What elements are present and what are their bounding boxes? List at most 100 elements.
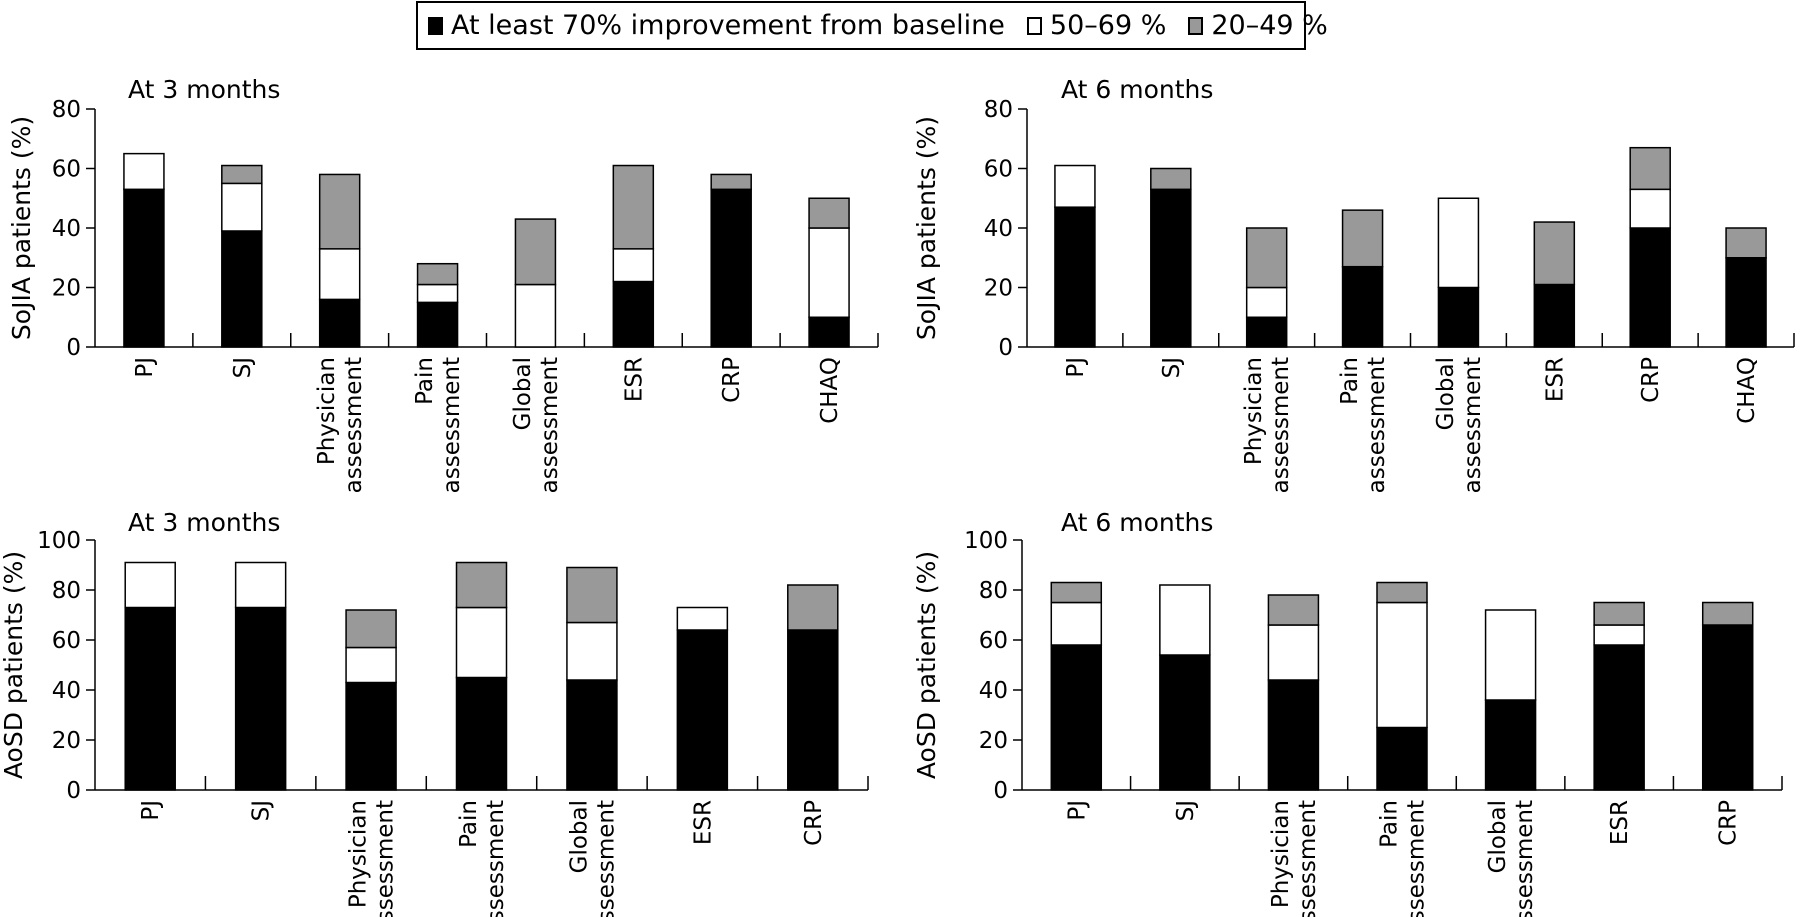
- chart1-x-tick-label: SJ: [230, 357, 256, 378]
- chart3-y-tick-label: 80: [52, 578, 81, 604]
- chart4-bar-seg-s2: [1050, 601, 1103, 646]
- chart4-bar-seg-s3: [1593, 601, 1645, 626]
- chart1-x-tick-label: assessment: [537, 357, 563, 493]
- legend-label: At least 70% improvement from baseline: [451, 10, 1005, 41]
- chart4-bar-seg-s1: [1050, 644, 1103, 791]
- chart3-bar-seg-s2: [124, 561, 176, 609]
- chart4-x-tick-label: assessment: [1512, 800, 1538, 917]
- chart2-bar-seg-s3: [1533, 221, 1576, 286]
- chart4-x-tick-label: ESR: [1607, 800, 1633, 845]
- chart2-bar-seg-s2: [1437, 197, 1480, 289]
- chart3-title: At 3 months: [128, 508, 280, 537]
- chart2-x-tick-label: CHAQ: [1734, 357, 1760, 424]
- chart2-bar-seg-s3: [1150, 167, 1192, 191]
- chart3-bar-seg-s2: [234, 561, 287, 609]
- chart3-bar-seg-s3: [455, 561, 508, 609]
- chart3-bar-seg-s1: [345, 681, 397, 791]
- chart4-bar-seg-s3: [1050, 581, 1103, 604]
- chart4-y-tick-label: 40: [979, 678, 1008, 704]
- chart4-x-tick-label: assessment: [1295, 800, 1321, 917]
- chart3-x-tick-label: Global: [566, 800, 592, 873]
- chart3-bar-seg-s1: [787, 629, 839, 791]
- chart3-y-tick-label: 60: [52, 628, 81, 654]
- chart3-y-tick-label: 0: [66, 778, 81, 804]
- chart1-bar-seg-s3: [710, 173, 752, 191]
- chart1-bar-seg-s2: [318, 248, 361, 301]
- chart4-y-tick-label: 80: [979, 578, 1008, 604]
- chart3-x-tick-label: SJ: [249, 800, 275, 821]
- chart4-bar-seg-s2: [1267, 624, 1320, 681]
- chart4-bar-seg-s2: [1593, 624, 1645, 646]
- chart4-y-axis-label: AoSD patients (%): [912, 551, 941, 779]
- chart1-x-tick-label: assessment: [341, 357, 367, 493]
- chart3-x-tick-label: Pain: [456, 800, 482, 848]
- chart2-bar-seg-s1: [1341, 265, 1384, 348]
- chart1-bar-seg-s3: [221, 164, 263, 185]
- chart4-x-tick-label: Global: [1485, 800, 1511, 873]
- chart1-y-tick-label: 40: [52, 216, 81, 242]
- chart4-bar-seg-s1: [1376, 726, 1428, 791]
- chart3-x-tick-label: assessment: [373, 800, 399, 917]
- chart1-x-tick-label: Global: [510, 357, 536, 430]
- chart1-bar-seg-s2: [221, 182, 263, 232]
- chart2-y-axis-label: SoJIA patients (%): [912, 116, 941, 340]
- chart4-bar-seg-s3: [1701, 601, 1754, 626]
- chart2-y-tick-label: 80: [984, 97, 1013, 123]
- chart2-x-tick-label: Global: [1433, 357, 1459, 430]
- chart4-x-tick-label: Physician: [1268, 800, 1294, 908]
- chart2-bar-seg-s1: [1054, 206, 1096, 348]
- chart1-bar-seg-s1: [612, 280, 655, 348]
- chart1-bar-seg-s2: [514, 283, 557, 348]
- chart4-bar-seg-s1: [1593, 644, 1645, 791]
- chart4-title: At 6 months: [1061, 508, 1213, 537]
- chart3-y-tick-label: 40: [52, 678, 81, 704]
- legend-item-20-49: 20–49 %: [1188, 10, 1328, 41]
- chart4-x-tick-label: PJ: [1064, 800, 1090, 821]
- chart1-bar-seg-s1: [808, 316, 850, 348]
- chart2-y-tick-label: 0: [998, 335, 1013, 361]
- chart1-bar-seg-s1: [123, 188, 165, 348]
- chart2-y-tick-label: 20: [984, 276, 1013, 302]
- chart1-bar-seg-s1: [416, 301, 459, 348]
- chart4-bar-seg-s2: [1159, 584, 1211, 656]
- chart3-x-tick-label: Physician: [346, 800, 372, 908]
- chart2-bar-seg-s3: [1245, 227, 1288, 289]
- legend-swatch-white-icon: [1026, 16, 1042, 35]
- chart3-y-tick-label: 20: [52, 728, 81, 754]
- chart3-bar-seg-s1: [566, 679, 618, 791]
- chart3-bar-seg-s3: [787, 584, 839, 631]
- chart3-bar-seg-s3: [345, 609, 397, 649]
- chart1-x-tick-label: CHAQ: [817, 357, 843, 424]
- chart3-bar-seg-s2: [566, 621, 618, 681]
- chart3-y-tick-label: 100: [37, 528, 81, 554]
- chart4-bar-seg-s1: [1159, 654, 1211, 791]
- chart2-x-tick-label: SJ: [1159, 357, 1185, 378]
- chart3-bar-seg-s3: [566, 566, 618, 624]
- chart2-bar-seg-s2: [1245, 286, 1288, 318]
- chart4-bar-seg-s2: [1376, 601, 1428, 729]
- chart1-y-tick-label: 20: [52, 276, 81, 302]
- chart2-x-tick-label: Physician: [1241, 357, 1267, 465]
- legend-label: 20–49 %: [1211, 10, 1328, 41]
- legend-swatch-grey-icon: [1188, 16, 1204, 35]
- chart2-bar-seg-s3: [1629, 146, 1671, 191]
- chart3-x-tick-label: PJ: [138, 800, 164, 821]
- chart2-x-tick-label: assessment: [1460, 357, 1486, 493]
- chart3-bar-seg-s2: [345, 646, 397, 684]
- chart1-x-tick-label: CRP: [719, 357, 745, 403]
- chart4-y-tick-label: 20: [979, 728, 1008, 754]
- chart1-y-tick-label: 80: [52, 97, 81, 123]
- chart4-bar-seg-s3: [1267, 594, 1320, 626]
- chart2-x-tick-label: ESR: [1542, 357, 1568, 402]
- chart3-bar-seg-s1: [676, 629, 729, 791]
- legend-swatch-black-icon: [428, 16, 443, 35]
- legend: At least 70% improvement from baseline 5…: [416, 1, 1328, 50]
- chart2-bar-seg-s3: [1725, 227, 1767, 259]
- chart1-title: At 3 months: [128, 75, 280, 104]
- chart3-bar-seg-s1: [234, 606, 287, 791]
- chart3-x-tick-label: CRP: [801, 800, 827, 846]
- chart1-bar-seg-s3: [514, 218, 557, 286]
- chart2-x-tick-label: assessment: [1268, 357, 1294, 493]
- chart4-bar-seg-s1: [1484, 699, 1537, 791]
